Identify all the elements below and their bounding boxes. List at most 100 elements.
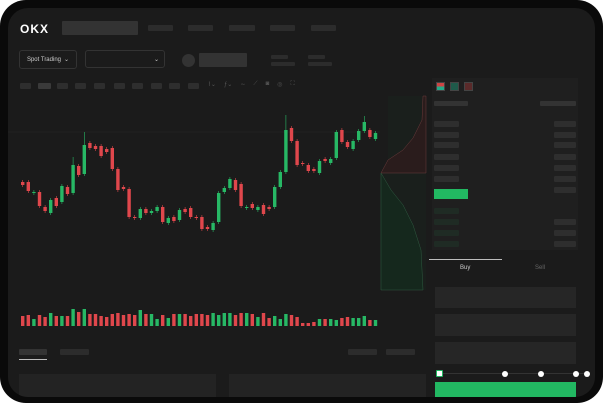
candle xyxy=(54,198,58,206)
candle xyxy=(323,159,327,161)
tab-sell[interactable]: Sell xyxy=(535,265,546,271)
volume-bar xyxy=(334,320,338,326)
volume-bar xyxy=(60,316,64,326)
candle xyxy=(317,161,322,173)
spot-trading-button[interactable]: Spot Trading ⌄ xyxy=(19,50,77,69)
indicator-icon[interactable]: ƒ⌄ xyxy=(223,82,233,88)
search-bar[interactable] xyxy=(62,21,138,35)
buy-tab-indicator xyxy=(429,259,502,260)
slider-mark-50[interactable] xyxy=(538,371,544,377)
total-input[interactable] xyxy=(435,342,576,364)
volume-bar xyxy=(301,323,305,326)
volume-bar xyxy=(93,314,98,326)
timeframe-button[interactable] xyxy=(151,83,162,89)
nav-item[interactable] xyxy=(148,25,173,31)
ask-amount xyxy=(554,187,576,193)
orderbook-header xyxy=(434,101,468,106)
candle xyxy=(278,172,282,187)
slider-mark-25[interactable] xyxy=(502,371,508,377)
volume-bar xyxy=(110,314,114,326)
candle xyxy=(82,145,86,174)
nav-item[interactable] xyxy=(229,25,255,31)
candle xyxy=(295,141,299,165)
volume-bar xyxy=(228,313,232,326)
volume-bar xyxy=(99,316,103,326)
slider-track[interactable] xyxy=(440,373,588,374)
candle xyxy=(222,188,226,192)
candle xyxy=(189,208,193,217)
price-display xyxy=(199,53,247,67)
timeframe-button[interactable] xyxy=(57,83,68,89)
fullscreen-icon[interactable]: ⛶ xyxy=(290,81,295,87)
volume-bar xyxy=(222,313,226,326)
orderbook-both-icon[interactable] xyxy=(436,82,445,91)
slider-mark-75[interactable] xyxy=(573,371,579,377)
candle xyxy=(312,169,316,171)
slider-handle[interactable] xyxy=(436,370,443,377)
candle xyxy=(21,182,25,185)
nav-item[interactable] xyxy=(188,25,213,31)
volume-bar xyxy=(49,313,53,326)
timeframe-button[interactable] xyxy=(20,83,31,89)
pair-dropdown[interactable]: ⌄ xyxy=(85,50,165,68)
candle xyxy=(345,142,350,147)
filter-button[interactable] xyxy=(348,349,377,355)
timeframe-button[interactable] xyxy=(94,83,105,89)
volume-bar xyxy=(345,317,350,326)
ruler-icon[interactable]: ⟋ xyxy=(253,81,258,87)
volume-bar xyxy=(205,315,210,326)
timeframe-button[interactable] xyxy=(75,83,86,89)
candle xyxy=(32,192,36,193)
volume-bar xyxy=(71,309,75,326)
orderbook-asks-icon[interactable] xyxy=(464,82,473,91)
volume-bar xyxy=(194,314,198,326)
ask-amount xyxy=(554,121,576,127)
timeframe-button[interactable] xyxy=(188,83,199,89)
candle-type-icon[interactable]: ⌇⌄ xyxy=(208,82,216,88)
candle xyxy=(149,211,154,213)
timeframe-button[interactable] xyxy=(38,83,51,89)
last-price-highlight xyxy=(434,189,468,199)
filter-button[interactable] xyxy=(386,349,415,355)
candle xyxy=(60,186,64,202)
nav-item[interactable] xyxy=(270,25,295,31)
tab-buy[interactable]: Buy xyxy=(460,265,471,271)
draw-icon[interactable]: ∼ xyxy=(240,82,246,88)
amount-input[interactable] xyxy=(435,314,576,336)
bid-price xyxy=(434,208,459,214)
volume-bar xyxy=(267,318,271,326)
volume-bar xyxy=(278,319,282,326)
slider-mark-100[interactable] xyxy=(584,371,590,377)
ask-amount xyxy=(554,165,576,171)
orderbook-bids-icon[interactable] xyxy=(450,82,459,91)
nav-item[interactable] xyxy=(311,25,336,31)
chevron-down-icon: ⌄ xyxy=(153,56,159,63)
candlestick-chart[interactable] xyxy=(8,90,428,340)
price-input[interactable] xyxy=(435,287,576,308)
volume-bar xyxy=(250,314,254,326)
tab-history[interactable] xyxy=(60,349,89,355)
candle xyxy=(127,189,131,217)
volume-bar xyxy=(373,320,378,326)
timeframe-button[interactable] xyxy=(169,83,180,89)
app-screen: OKX Spot Trading ⌄ ⌄ ⌇⌄ ƒ⌄ ∼ ⟋ ◙ ◎ ⛶ Buy Sell xyxy=(8,8,595,397)
timeframe-button[interactable] xyxy=(132,83,143,89)
candle xyxy=(194,217,198,218)
volume-bar xyxy=(368,320,372,326)
bid-price xyxy=(434,219,459,225)
volume-bar xyxy=(65,316,70,326)
chart-tools: ⌇⌄ ƒ⌄ ∼ ⟋ ◙ ◎ ⛶ xyxy=(208,81,295,88)
buy-button[interactable] xyxy=(435,382,576,397)
camera-icon[interactable]: ◙ xyxy=(265,81,270,87)
candle xyxy=(334,132,338,158)
candle xyxy=(172,217,176,221)
tab-open-orders[interactable] xyxy=(19,349,47,355)
timeframe-button[interactable] xyxy=(114,83,125,89)
candle xyxy=(37,192,42,206)
volume-bar xyxy=(138,310,142,326)
settings-icon[interactable]: ◎ xyxy=(277,82,283,88)
candle xyxy=(71,165,75,193)
candle xyxy=(93,146,98,149)
volume-bar xyxy=(256,317,260,326)
